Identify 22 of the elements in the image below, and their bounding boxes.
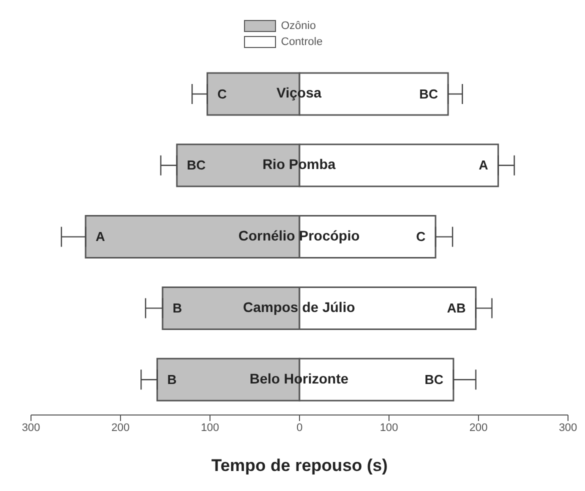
x-tick-label: 0: [296, 422, 303, 434]
annotation: C: [217, 86, 228, 102]
x-tick-label: 300: [558, 422, 578, 434]
annotation: A: [96, 229, 106, 244]
y-tick-label: Cornélio Procópio: [238, 228, 360, 244]
annotation: B: [167, 372, 177, 387]
annotation: BC: [419, 86, 439, 102]
legend-label: Controle: [281, 36, 323, 48]
x-tick-label: 300: [22, 422, 40, 434]
annotation: BC: [424, 372, 444, 387]
annotation: B: [172, 300, 182, 316]
y-tick-label: Campos de Júlio: [242, 298, 356, 315]
annotation: BC: [186, 158, 206, 173]
annotation: AB: [447, 300, 466, 316]
x-tick-label: 100: [380, 422, 398, 434]
x-axis-title: Tempo de repouso (s): [211, 456, 388, 475]
annotation: A: [478, 158, 489, 173]
annotation: C: [416, 229, 426, 244]
legend-label: Ozônio: [281, 20, 316, 32]
x-tick-label: 200: [111, 422, 130, 434]
x-tick-label: 200: [469, 422, 488, 434]
x-tick-label: 100: [200, 422, 220, 434]
